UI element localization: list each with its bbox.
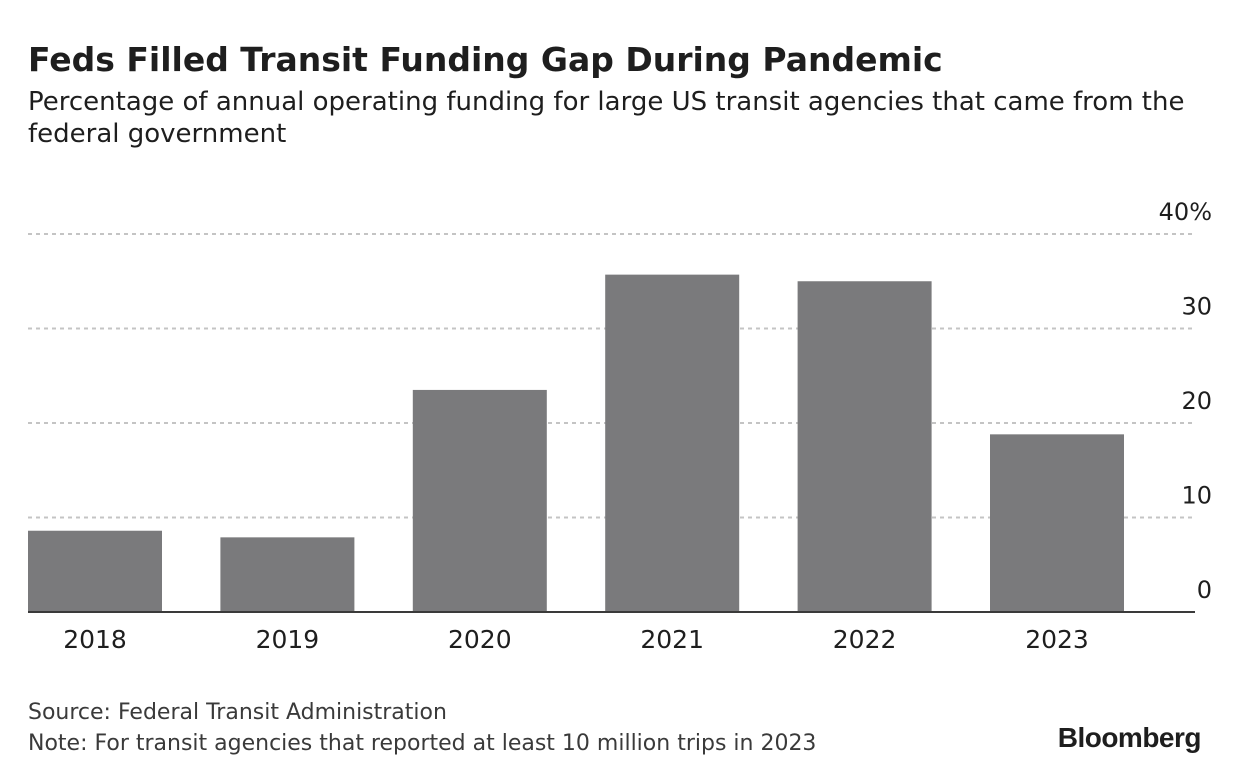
y-tick-label: 20 bbox=[1181, 387, 1212, 415]
bar-2022 bbox=[797, 281, 932, 612]
chart-subtitle: Percentage of annual operating funding f… bbox=[28, 87, 1185, 149]
y-tick-label: 10 bbox=[1181, 482, 1212, 510]
bar-2023 bbox=[990, 434, 1124, 612]
chart-title: Feds Filled Transit Funding Gap During P… bbox=[28, 40, 943, 79]
bar-2021 bbox=[605, 274, 740, 612]
bar-2018 bbox=[28, 530, 162, 612]
y-tick-label: 30 bbox=[1181, 293, 1212, 321]
bar-2019 bbox=[220, 537, 355, 612]
x-tick-label: 2022 bbox=[833, 625, 897, 654]
y-tick-label: 40% bbox=[1159, 198, 1212, 226]
chart-footer: Source: Federal Transit Administration N… bbox=[28, 697, 816, 759]
x-tick-label: 2023 bbox=[1025, 625, 1089, 654]
x-tick-label: 2020 bbox=[448, 625, 512, 654]
x-tick-label: 2018 bbox=[63, 625, 127, 654]
footnote: Note: For transit agencies that reported… bbox=[28, 731, 817, 756]
x-tick-label: 2019 bbox=[256, 625, 320, 654]
bloomberg-logo: Bloomberg bbox=[1057, 722, 1202, 753]
y-tick-label: 0 bbox=[1197, 576, 1212, 604]
bar-2020 bbox=[412, 389, 547, 612]
source-note: Source: Federal Transit Administration bbox=[28, 700, 447, 725]
x-tick-label: 2021 bbox=[640, 625, 704, 654]
